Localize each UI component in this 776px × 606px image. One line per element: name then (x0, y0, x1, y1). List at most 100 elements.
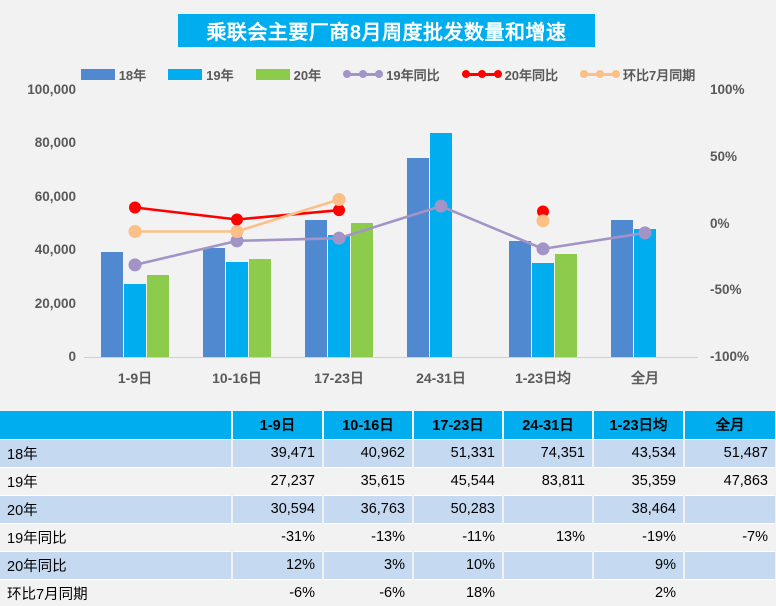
table-header-1-23日均: 1-23日均 (593, 411, 685, 440)
table-cell: 50,283 (413, 495, 504, 524)
table-body: 18年 39,471 40,962 51,331 74,351 43,534 51,487 1… (0, 439, 776, 606)
table-cell: 13% (503, 523, 594, 552)
y-axis-left-tick: 20,000 (34, 295, 76, 311)
line-series-20年同比 (129, 201, 549, 226)
table-cell: 51,487 (684, 439, 776, 468)
x-axis-label: 17-23日 (314, 370, 364, 386)
data-point-19年同比-1-23日均 (536, 242, 550, 256)
table-row-label: 20年 (0, 495, 233, 524)
chart-title-banner: 乘联会主要厂商8月周度批发数量和增速 (178, 14, 595, 47)
y-axis-left-tick: 100,000 (27, 82, 76, 97)
bar-19年-10-16日 (226, 261, 248, 357)
table-cell (684, 495, 776, 524)
bar-19年-1-23日均 (532, 262, 554, 357)
y-axis-left-tick: 80,000 (34, 135, 76, 151)
data-point-环比7月同期-17-23日 (332, 192, 346, 206)
legend-item-3[interactable]: 20年 (255, 65, 322, 84)
table-cell: 18% (413, 579, 504, 606)
y-axis-right-tick: 50% (710, 148, 738, 164)
table-cell: 74,351 (503, 439, 594, 468)
plot-area (84, 90, 696, 357)
y-axis-right-tick: -100% (710, 349, 750, 364)
table-cell: 27,237 (232, 467, 324, 496)
table-header-全月: 全月 (684, 411, 776, 440)
table-row: 19年同比 -31% -13% -11% 13% -19% -7% (0, 523, 776, 552)
bar-swatch-19 (168, 68, 203, 80)
table-cell: 10% (413, 551, 504, 580)
bar-19年-17-23日 (328, 235, 350, 357)
table-cell: 39,471 (232, 439, 324, 468)
legend-item-2[interactable]: 19年 (168, 65, 234, 84)
legend-label: 19年 (206, 67, 234, 83)
legend-item-4[interactable]: 19年同比 (343, 65, 440, 84)
bar-18年-1-23日均 (509, 240, 531, 357)
bar-20年-1-23日均 (555, 254, 577, 357)
table-row-label: 环比7月同期 (0, 579, 233, 606)
table-row-label: 19年 (0, 467, 233, 496)
legend-item-1[interactable]: 18年 (80, 65, 146, 84)
table-cell: 3% (323, 551, 414, 580)
y-axis-right: 100% 50% 0% -50% -100% (700, 82, 776, 370)
table-cell (503, 551, 594, 580)
bar-swatch-20 (255, 68, 290, 80)
table-row: 20年同比 12% 3% 10% 9% (0, 551, 776, 580)
y-axis-left-tick: 0 (68, 349, 76, 364)
table-header-row: 1-9日 10-16日 17-23日 24-31日 1-23日均 全月 (0, 411, 776, 440)
y-axis-right-tick: 0% (710, 215, 730, 231)
table-row-label: 20年同比 (0, 551, 233, 580)
table-cell: 43,534 (593, 439, 685, 468)
data-point-19年同比-17-23日 (332, 231, 346, 245)
table-row: 19年 27,237 35,615 45,544 83,811 35,359 47,863 (0, 467, 776, 496)
x-axis-label: 1-9日 (117, 370, 153, 386)
line-marker-mom (580, 68, 621, 80)
bar-20年-1-9日 (147, 275, 169, 357)
table-cell: 2% (593, 579, 685, 606)
table-cell: -11% (413, 523, 504, 552)
legend-label: 19年同比 (386, 67, 440, 83)
bar-18年-10-16日 (203, 247, 225, 357)
x-axis-label: 1-23日均 (514, 370, 572, 386)
bar-19年-全月 (634, 229, 656, 357)
table-cell: -31% (232, 523, 324, 552)
legend-item-6[interactable]: 环比7月同期 (580, 65, 695, 84)
x-axis-line (84, 357, 698, 358)
y-axis-right-tick: 100% (710, 82, 745, 97)
x-axis-labels: 1-9日 10-16日 17-23日 24-31日 1-23日均 全月 (84, 368, 696, 392)
data-point-20年同比-17-23日 (333, 204, 345, 217)
table-cell: 9% (593, 551, 685, 580)
y-axis-right-tick: -50% (710, 282, 742, 298)
chart-legend: 18年 19年 20年 19年同比 20年同比 环比7月同期 (0, 62, 776, 86)
table-cell (684, 579, 776, 606)
data-point-19年同比-10-16日 (230, 234, 244, 248)
data-point-19年同比-24-31日 (434, 199, 448, 213)
table-cell: -19% (593, 523, 685, 552)
legend-item-5[interactable]: 20年同比 (461, 65, 558, 84)
table-cell: -13% (323, 523, 414, 552)
table-cell: 40,962 (323, 439, 414, 468)
line-series-layer (128, 192, 652, 272)
table-row: 18年 39,471 40,962 51,331 74,351 43,534 51,487 (0, 439, 776, 468)
table-row: 20年 30,594 36,763 50,283 38,464 (0, 495, 776, 524)
table-row-label: 18年 (0, 439, 233, 468)
table-cell: 51,331 (413, 439, 504, 468)
table-cell: -7% (684, 523, 776, 552)
table-header-10-16日: 10-16日 (323, 411, 414, 440)
legend-label: 环比7月同期 (623, 67, 696, 83)
legend-label: 20年 (293, 67, 322, 83)
data-point-20年同比-1-9日 (129, 201, 141, 214)
table-cell: 35,359 (593, 467, 685, 496)
table-header-corner (0, 411, 233, 440)
bar-18年-24-31日 (407, 158, 429, 357)
table-cell: 45,544 (413, 467, 504, 496)
data-point-20年同比-1-23日均 (537, 205, 549, 218)
table-cell (503, 579, 594, 606)
x-axis-label: 全月 (631, 370, 659, 386)
data-point-环比7月同期-10-16日 (230, 225, 244, 239)
table-header-1-9日: 1-9日 (232, 411, 324, 440)
table-cell: 36,763 (323, 495, 414, 524)
bar-18年-17-23日 (305, 219, 327, 357)
chart-plot: 100,000 80,000 60,000 40,000 20,000 0 100% 50%… (0, 82, 776, 408)
table-cell: 35,615 (323, 467, 414, 496)
table-header-24-31日: 24-31日 (503, 411, 594, 440)
table-cell: 83,811 (503, 467, 594, 496)
